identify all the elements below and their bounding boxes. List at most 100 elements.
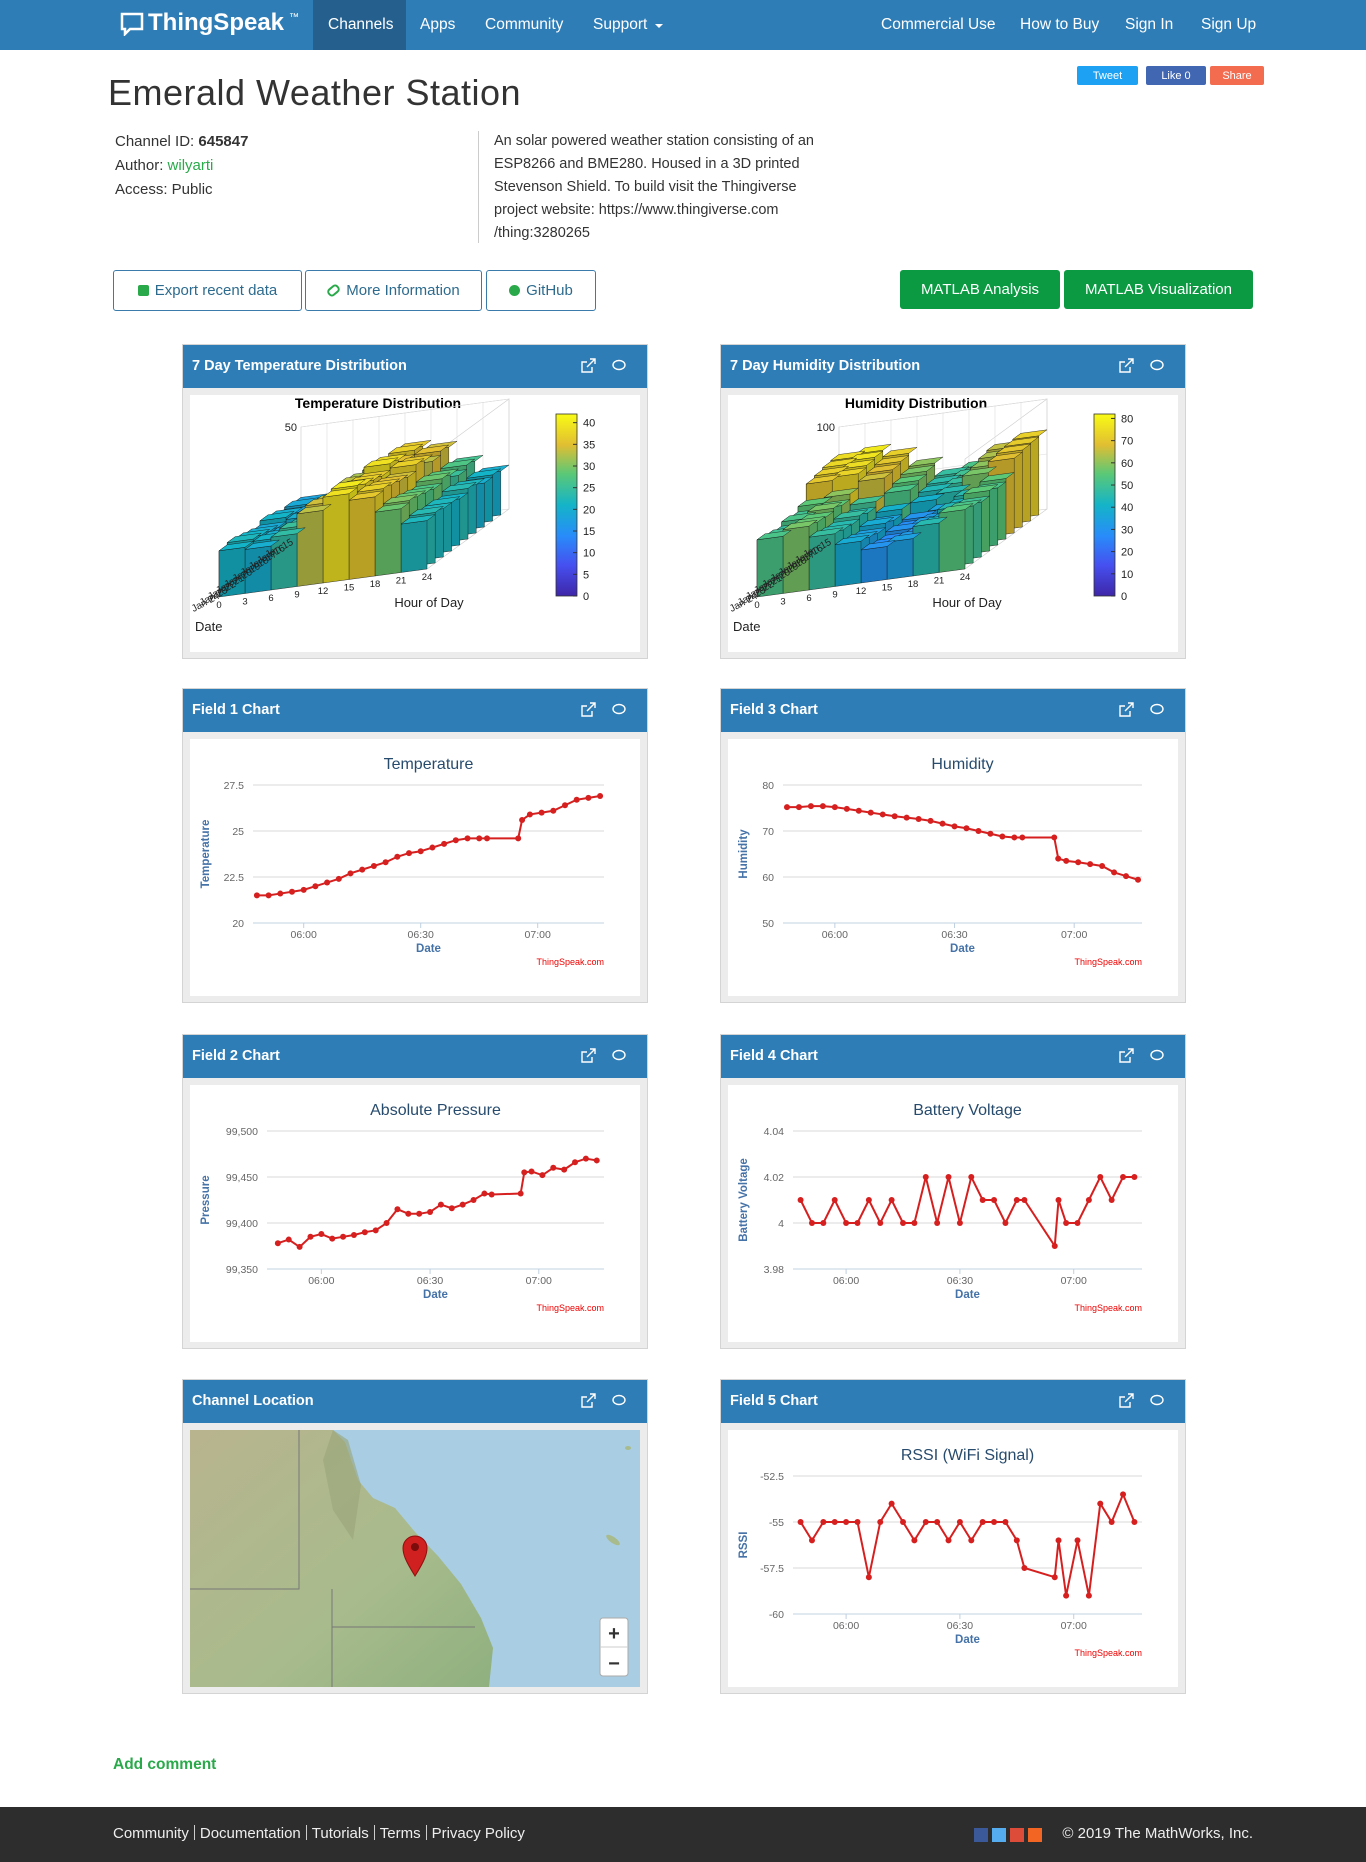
bar-top [874, 455, 909, 466]
comment-icon[interactable] [612, 703, 626, 715]
data-point [448, 1205, 455, 1212]
add-comment[interactable]: Add comment [113, 1756, 217, 1773]
data-point [517, 1190, 524, 1197]
zoom-in[interactable]: + [608, 1623, 620, 1645]
info-button[interactable]: More Information [305, 270, 482, 311]
open-icon[interactable] [1119, 1393, 1134, 1408]
description-line: project website: https://www.thingiverse… [494, 202, 779, 218]
matlab-visualization-button[interactable]: MATLAB Visualization [1064, 270, 1253, 309]
data-point [1055, 1537, 1062, 1544]
x-tick-label: 06:00 [833, 1620, 859, 1632]
colorbar-label: 30 [583, 461, 595, 473]
hour-label: 6 [268, 593, 273, 604]
open-icon[interactable] [1119, 358, 1134, 373]
footer-link[interactable]: Privacy Policy [431, 1825, 525, 1842]
data-point [934, 1220, 941, 1226]
nav-link[interactable]: Support [593, 16, 648, 33]
data-point [843, 1220, 850, 1226]
open-icon[interactable] [581, 1048, 596, 1063]
data-point [476, 835, 483, 842]
navbar: ThingSpeak ™ Channels Apps Community Sup… [0, 0, 1366, 50]
nav-link[interactable]: Sign Up [1201, 16, 1257, 33]
data-point [797, 1519, 804, 1525]
matlab-analysis-button[interactable]: MATLAB Analysis [900, 270, 1060, 309]
y-tick-label: 99,400 [226, 1218, 258, 1230]
bar-top [415, 472, 451, 483]
footer-link[interactable]: Documentation [199, 1825, 301, 1842]
comment-icon[interactable] [612, 1049, 626, 1061]
colorbar-label: 40 [583, 418, 595, 430]
data-point [406, 850, 412, 857]
y-axis-label: Pressure [200, 1175, 212, 1224]
panel-title: Field 5 Chart [730, 1393, 818, 1409]
export-button[interactable]: Export recent data [113, 270, 302, 311]
comment-icon[interactable] [612, 359, 626, 371]
nav-link[interactable]: Apps [420, 16, 456, 33]
open-icon[interactable] [581, 1393, 596, 1408]
data-point [879, 811, 886, 818]
rss-icon[interactable] [1028, 1828, 1042, 1842]
bar-top [244, 539, 280, 550]
open-icon[interactable] [581, 358, 596, 373]
facebook-icon[interactable] [974, 1828, 988, 1842]
x-tick-label: 06:30 [417, 1275, 443, 1287]
brand[interactable]: ThingSpeak [148, 9, 285, 36]
open-icon[interactable] [581, 702, 596, 717]
data-point [891, 813, 898, 820]
twitter-icon[interactable] [992, 1828, 1006, 1842]
bar-top [782, 520, 818, 530]
data-point [253, 892, 260, 899]
colorbar-label: 0 [1121, 591, 1127, 603]
data-point [1108, 1197, 1115, 1203]
bar-top [859, 517, 894, 527]
label: Author: [115, 157, 164, 174]
github-button[interactable]: GitHub [486, 270, 596, 311]
bar-front [400, 520, 428, 573]
data-point [1087, 861, 1094, 868]
y-axis-label: Date [733, 619, 760, 634]
comment-icon[interactable] [612, 1394, 626, 1406]
tweet-button[interactable]: Tweet [1077, 66, 1138, 85]
panel-header: Field 1 Chart [183, 689, 647, 732]
footer-link[interactable]: Terms [379, 1825, 421, 1842]
data-point [1120, 1174, 1127, 1180]
data-point [1085, 1592, 1092, 1599]
data-point [429, 844, 436, 851]
footer: Community Documentation Tutorials Terms Priv… [0, 1807, 1366, 1862]
icon [137, 285, 149, 296]
comment-icon[interactable] [1150, 1394, 1164, 1406]
icon [325, 282, 342, 299]
y-tick-label: 80 [762, 780, 774, 792]
data-point [900, 1220, 907, 1226]
bar-top [227, 532, 262, 543]
like-button[interactable]: Like 0 [1146, 66, 1206, 85]
x-tick-label: 06:30 [408, 929, 434, 941]
hour-label: 18 [908, 579, 919, 590]
nav-link[interactable]: Community [485, 16, 564, 33]
footer-link[interactable]: Tutorials [311, 1825, 369, 1842]
x-axis-label: Date [416, 943, 441, 955]
bar-top [259, 511, 295, 521]
zoom-out[interactable]: − [608, 1653, 620, 1675]
bar-front [860, 546, 888, 584]
open-icon[interactable] [1119, 702, 1134, 717]
data-point [1131, 1519, 1138, 1525]
data-point [1019, 834, 1026, 841]
hour-label: 21 [396, 576, 407, 587]
comment-icon[interactable] [1150, 359, 1164, 371]
data-point [416, 1210, 423, 1217]
colorbar-label: 70 [1121, 436, 1133, 448]
x-axis-label: Hour of Day [394, 595, 464, 610]
open-icon[interactable] [1119, 1048, 1134, 1063]
google-icon[interactable] [1010, 1828, 1024, 1842]
author-link[interactable]: wilyarti [167, 157, 214, 174]
share-button[interactable]: Share [1210, 66, 1264, 85]
nav-link[interactable]: How to Buy [1020, 16, 1100, 33]
nav-link[interactable]: Channels [328, 16, 394, 33]
footer-link[interactable]: Community [113, 1825, 189, 1842]
data-point [459, 1201, 466, 1208]
nav-link[interactable]: Commercial Use [881, 16, 996, 33]
nav-link[interactable]: Sign In [1125, 16, 1174, 33]
comment-icon[interactable] [1150, 1049, 1164, 1061]
comment-icon[interactable] [1150, 703, 1164, 715]
